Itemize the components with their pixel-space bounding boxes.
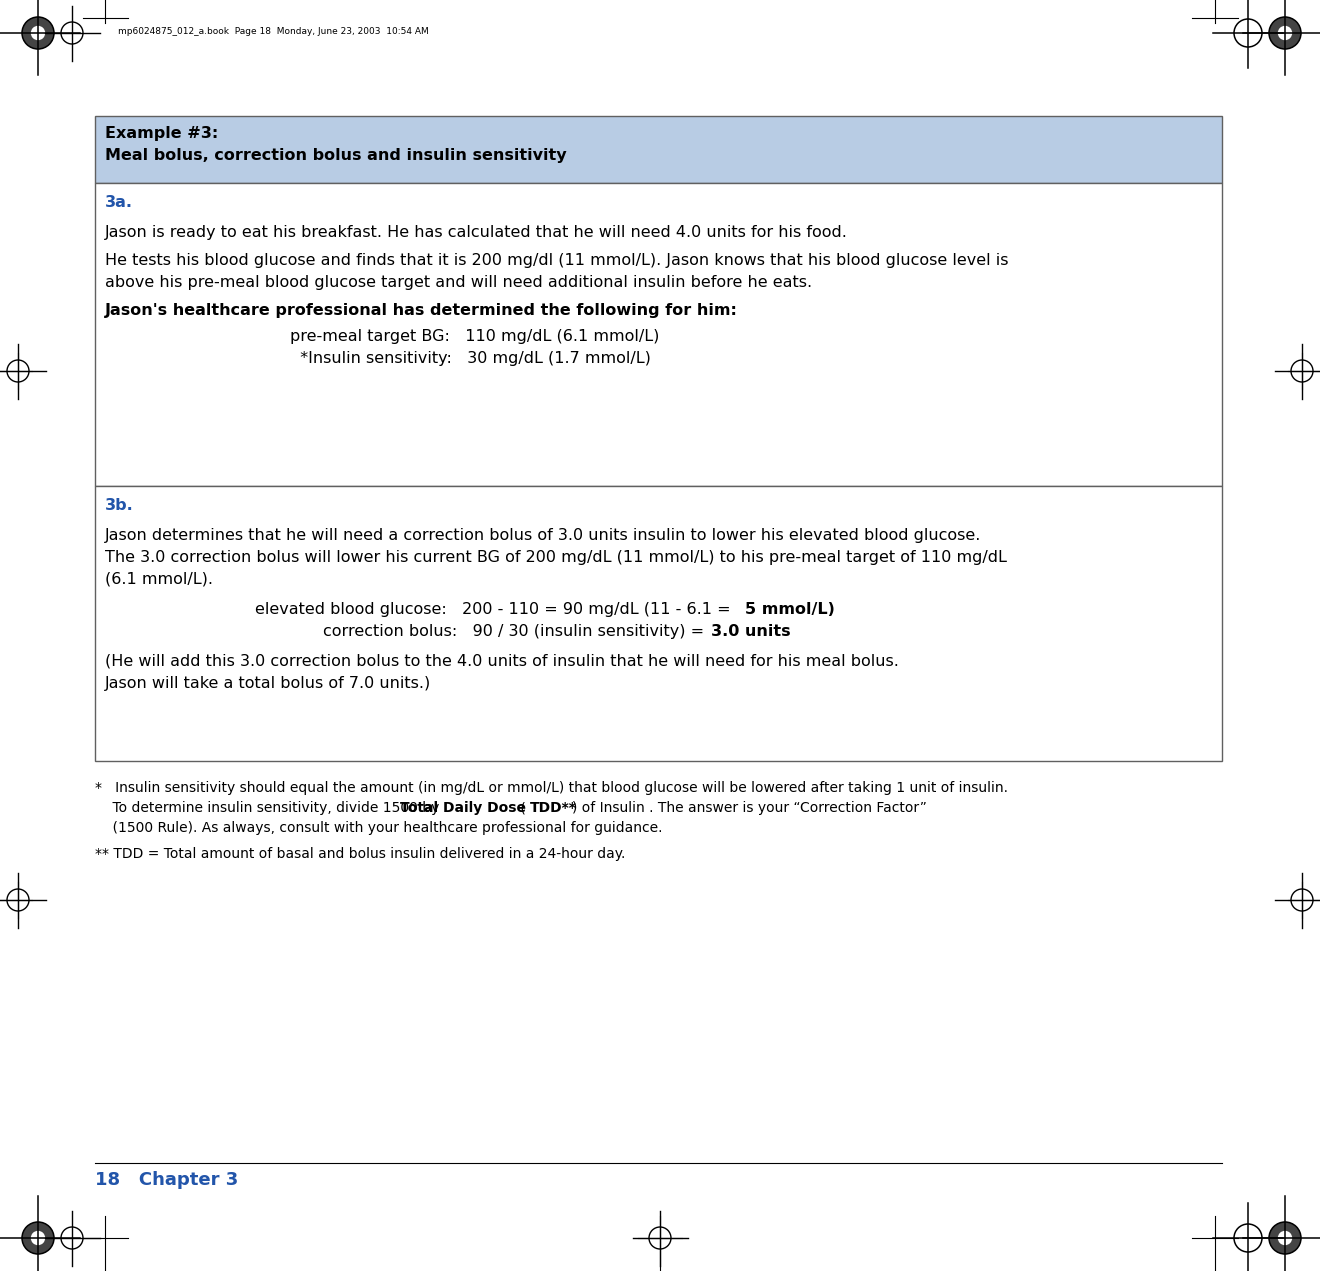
Text: 18   Chapter 3: 18 Chapter 3 xyxy=(95,1171,238,1188)
Bar xyxy=(95,183,1222,486)
Text: elevated blood glucose:   200 - 110 = 90 mg/dL (11 - 6.1 =: elevated blood glucose: 200 - 110 = 90 m… xyxy=(255,602,735,616)
Text: *   Insulin sensitivity should equal the amount (in mg/dL or mmol/L) that blood : * Insulin sensitivity should equal the a… xyxy=(95,780,1008,794)
Text: Total Daily Dose: Total Daily Dose xyxy=(400,801,525,815)
Text: pre-meal target BG:   110 mg/dL (6.1 mmol/L): pre-meal target BG: 110 mg/dL (6.1 mmol/… xyxy=(290,329,660,344)
Text: *Insulin sensitivity:   30 mg/dL (1.7 mmol/L): *Insulin sensitivity: 30 mg/dL (1.7 mmol… xyxy=(290,351,651,366)
Circle shape xyxy=(30,1230,45,1246)
Text: Example #3:: Example #3: xyxy=(106,126,218,141)
Text: ** TDD = Total amount of basal and bolus insulin delivered in a 24-hour day.: ** TDD = Total amount of basal and bolus… xyxy=(95,846,626,860)
Text: mp6024875_012_a.book  Page 18  Monday, June 23, 2003  10:54 AM: mp6024875_012_a.book Page 18 Monday, Jun… xyxy=(117,28,429,37)
Circle shape xyxy=(22,17,54,50)
Text: Jason is ready to eat his breakfast. He has calculated that he will need 4.0 uni: Jason is ready to eat his breakfast. He … xyxy=(106,225,847,240)
Bar xyxy=(95,116,1222,183)
Text: He tests his blood glucose and finds that it is 200 mg/dl (11 mmol/L). Jason kno: He tests his blood glucose and finds tha… xyxy=(106,253,1008,268)
Text: 3.0 units: 3.0 units xyxy=(711,624,791,639)
Text: TDD**: TDD** xyxy=(531,801,577,815)
Text: 3a.: 3a. xyxy=(106,194,133,210)
Circle shape xyxy=(1269,1221,1302,1254)
Text: 5 mmol/L): 5 mmol/L) xyxy=(744,602,834,616)
Text: above his pre-meal blood glucose target and will need additional insulin before : above his pre-meal blood glucose target … xyxy=(106,275,812,290)
Text: (: ( xyxy=(516,801,525,815)
Circle shape xyxy=(30,25,45,41)
Text: Meal bolus, correction bolus and insulin sensitivity: Meal bolus, correction bolus and insulin… xyxy=(106,147,566,163)
Text: ) of Insulin . The answer is your “Correction Factor”: ) of Insulin . The answer is your “Corre… xyxy=(572,801,927,815)
Text: Jason will take a total bolus of 7.0 units.): Jason will take a total bolus of 7.0 uni… xyxy=(106,676,432,691)
Text: To determine insulin sensitivity, divide 1500 by: To determine insulin sensitivity, divide… xyxy=(95,801,444,815)
Circle shape xyxy=(1278,1230,1292,1246)
Circle shape xyxy=(22,1221,54,1254)
Circle shape xyxy=(1269,17,1302,50)
Text: (1500 Rule). As always, consult with your healthcare professional for guidance.: (1500 Rule). As always, consult with you… xyxy=(95,821,663,835)
Text: (He will add this 3.0 correction bolus to the 4.0 units of insulin that he will : (He will add this 3.0 correction bolus t… xyxy=(106,655,899,669)
Text: (6.1 mmol/L).: (6.1 mmol/L). xyxy=(106,572,213,587)
Text: Jason's healthcare professional has determined the following for him:: Jason's healthcare professional has dete… xyxy=(106,302,738,318)
Text: 3b.: 3b. xyxy=(106,498,133,513)
Bar xyxy=(95,486,1222,761)
Text: Jason determines that he will need a correction bolus of 3.0 units insulin to lo: Jason determines that he will need a cor… xyxy=(106,527,981,543)
Circle shape xyxy=(1278,25,1292,41)
Text: correction bolus:   90 / 30 (insulin sensitivity) =: correction bolus: 90 / 30 (insulin sensi… xyxy=(323,624,709,639)
Text: The 3.0 correction bolus will lower his current BG of 200 mg/dL (11 mmol/L) to h: The 3.0 correction bolus will lower his … xyxy=(106,550,1007,566)
